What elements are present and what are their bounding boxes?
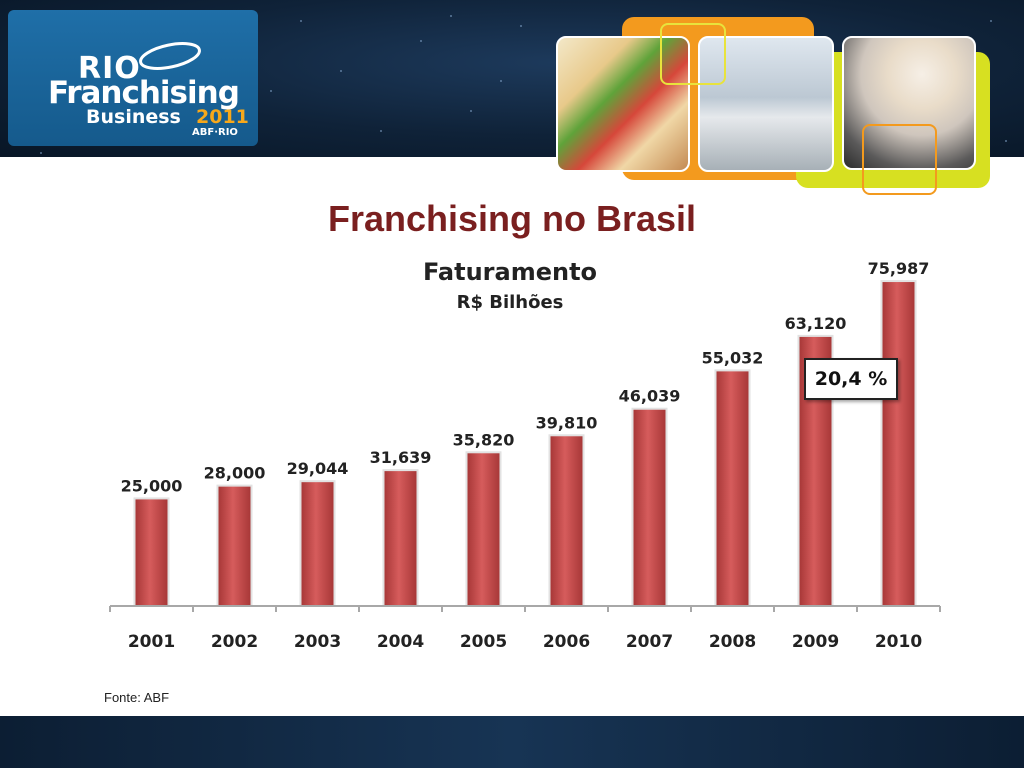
- event-logo: RIO Franchising Business 2011 ABF·RIO: [8, 10, 258, 146]
- computers-photo: [698, 36, 834, 172]
- x-tick-label: 2010: [875, 632, 922, 652]
- logo-rio-text: RIO: [78, 51, 141, 86]
- coffee-photo: [842, 36, 976, 170]
- bar-2005: [467, 453, 500, 606]
- value-label: 63,120: [785, 314, 847, 333]
- photo-accent-outline-orange: [862, 124, 937, 195]
- star-dot: [340, 70, 342, 72]
- value-label: 55,032: [702, 348, 764, 367]
- chart-subtitle: R$ Bilhões: [456, 292, 564, 313]
- chart-title: Faturamento: [422, 258, 598, 286]
- value-label: 29,044: [287, 459, 349, 478]
- star-dot: [450, 15, 452, 17]
- value-label: 28,000: [204, 464, 266, 483]
- x-tick-label: 2004: [377, 632, 424, 652]
- logo-year-text: 2011: [196, 106, 249, 128]
- slide-title: Franchising no Brasil: [327, 198, 697, 239]
- footer-band: [0, 716, 1024, 768]
- sandwich-photo: [556, 36, 690, 172]
- value-label: 31,639: [370, 448, 432, 467]
- x-tick-label: 2003: [294, 632, 341, 652]
- logo-abf-text: ABF·RIO: [192, 127, 238, 138]
- star-dot: [470, 110, 472, 112]
- x-tick-label: 2006: [543, 632, 590, 652]
- bar-2006: [550, 436, 583, 606]
- x-tick-label: 2002: [211, 632, 258, 652]
- value-label: 35,820: [453, 430, 515, 449]
- star-dot: [40, 152, 42, 154]
- orbit-swoosh-icon: [139, 42, 201, 70]
- bar-2001: [135, 499, 168, 606]
- x-tick-label: 2008: [709, 632, 756, 652]
- x-tick-label: 2001: [128, 632, 175, 652]
- photo-accent-outline-yellow: [660, 23, 726, 85]
- bar-2004: [384, 471, 417, 606]
- star-dot: [500, 80, 502, 82]
- value-label: 75,987: [868, 259, 930, 278]
- star-dot: [380, 130, 382, 132]
- logo-business-text: Business: [86, 106, 181, 128]
- bar-2002: [218, 486, 251, 606]
- star-dot: [990, 20, 992, 22]
- bar-2007: [633, 409, 666, 606]
- star-dot: [420, 40, 422, 42]
- bar-2003: [301, 482, 334, 606]
- logo-franchising-text: Franchising: [48, 75, 240, 111]
- x-tick-label: 2005: [460, 632, 507, 652]
- value-label: 46,039: [619, 387, 681, 406]
- x-tick-label: 2009: [792, 632, 839, 652]
- bar-2010: [882, 282, 915, 606]
- star-dot: [1005, 140, 1007, 142]
- star-dot: [300, 20, 302, 22]
- x-tick-label: 2007: [626, 632, 673, 652]
- star-dot: [270, 90, 272, 92]
- source-note: Fonte: ABF: [104, 690, 170, 705]
- bar-2008: [716, 371, 749, 606]
- star-dot: [520, 25, 522, 27]
- value-label: 39,810: [536, 413, 598, 432]
- value-label: 25,000: [121, 476, 183, 495]
- growth-badge: 20,4 %: [804, 358, 898, 400]
